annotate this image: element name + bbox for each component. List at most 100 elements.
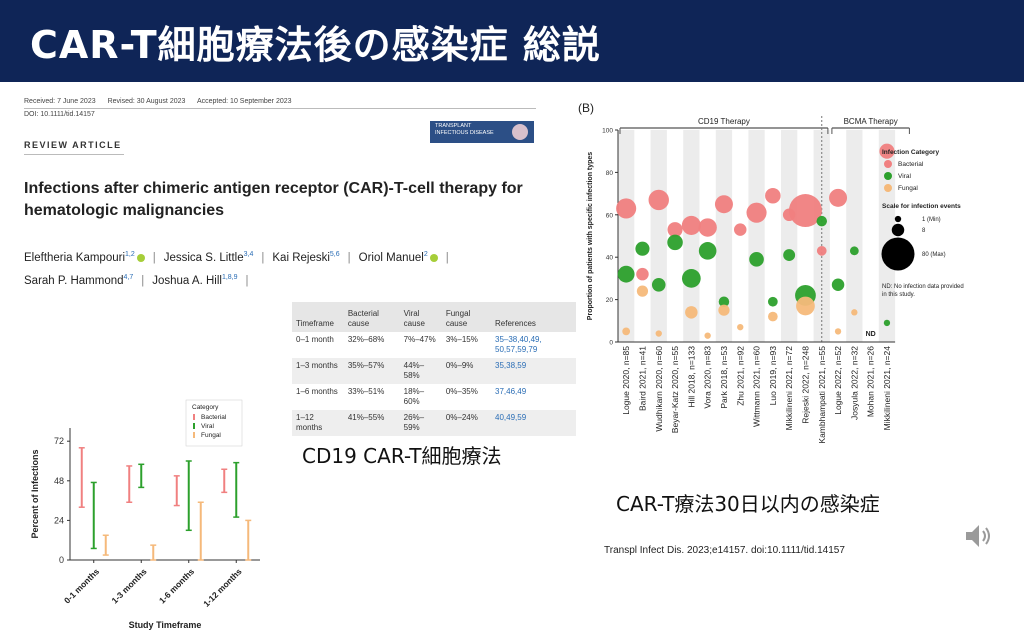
author-separator: | (141, 274, 145, 287)
author-name[interactable]: Jessica S. Little (163, 251, 244, 264)
author-affiliation: 4,7 (123, 273, 134, 281)
legend-swatch (884, 172, 892, 180)
y-tick-label: 24 (54, 515, 64, 525)
nd-label: ND (866, 331, 876, 338)
table-cell: 35,38,59 (491, 358, 576, 384)
table-header-cell: Timeframe (292, 302, 344, 332)
column-band (650, 130, 667, 342)
bubble-point (796, 296, 815, 316)
x-tick-label: Logue 2020, n=85 (621, 346, 631, 415)
author-list: Eleftheria Kampouri1,2 | Jessica S. Little… (24, 245, 544, 291)
citation: Transpl Infect Dis. 2023;e14157. doi:10.… (604, 545, 845, 556)
x-tick-label: Hill 2018, n=133 (686, 346, 696, 408)
x-tick-label: 0-1 months (62, 566, 101, 605)
bubble-point (849, 246, 859, 256)
author-name[interactable]: Oriol Manuel (358, 251, 424, 264)
paper-doi: DOI: 10.1111/tid.14157 (24, 111, 95, 118)
column-band (715, 130, 733, 342)
author-separator: | (152, 251, 156, 264)
bubble-point (655, 330, 662, 337)
x-tick-label: 1-12 months (201, 566, 244, 609)
bubble-point (746, 202, 767, 223)
author-affiliation: 1,2 (125, 251, 135, 258)
y-tick-label: 72 (54, 436, 64, 446)
divider (24, 154, 124, 155)
bubble-point (635, 241, 650, 256)
bubble-point (636, 285, 649, 297)
x-tick-label: Mikkilineni 2021, n=24 (882, 346, 892, 431)
nd-note: ND: No infection data provided in this st… (882, 284, 964, 298)
y-axis-title: Percent of Infections (30, 449, 40, 538)
author-line: Sarah P. Hammond4,7 | Joshua A. Hill1,8,9 | (24, 268, 544, 291)
infection-summary-table: Timeframe Bacterial cause Viral cause Funga… (292, 302, 576, 436)
table-row: 1–12 months 41%–55% 26%–59% 0%–24% 40,49,59 (292, 410, 576, 436)
bubble-point (698, 242, 717, 260)
x-tick-label: Logue 2022, n=52 (833, 346, 843, 415)
y-tick-label: 40 (606, 255, 614, 262)
bubble-point (681, 269, 701, 288)
legend-title: Infection Category (882, 149, 939, 156)
bubble-point (651, 277, 666, 292)
journal-logo-icon (512, 124, 528, 140)
table-cell: 1–6 months (296, 387, 338, 396)
legend-label: Fungal (898, 185, 918, 192)
table-row: 0–1 month 32%–68% 7%–47% 3%–15% 35–38,40,49,… (292, 332, 576, 358)
y-tick-label: 0 (59, 555, 64, 565)
orcid-icon[interactable] (429, 253, 438, 262)
bubble-point (851, 309, 858, 316)
bubble-point (788, 194, 822, 228)
table-cell: 44%–58% (399, 358, 442, 384)
y-tick-label: 20 (606, 297, 614, 304)
author-name[interactable]: Joshua A. Hill (152, 274, 222, 287)
article-type: REVIEW ARTICLE (24, 140, 122, 150)
y-tick-label: 60 (606, 212, 614, 219)
table-cell: 41%–55% (343, 410, 400, 436)
x-tick-label: 1-6 months (157, 566, 196, 605)
table-cell: 35–38,40,49, 50,57,59,79 (495, 335, 542, 354)
table-cell: 26%–59% (399, 410, 442, 436)
author-name[interactable]: Sarah P. Hammond (24, 274, 124, 287)
journal-logo: TRANSPLANT INFECTIOUS DISEASE (430, 121, 534, 143)
bubble-point (831, 278, 845, 292)
y-axis-title: Proportion of patients with specific inf… (587, 152, 594, 321)
revised-date: Revised: 30 August 2023 (107, 98, 186, 105)
bubble-point (718, 296, 730, 307)
author-separator: | (347, 251, 351, 264)
bubble-point (767, 311, 778, 322)
table-cell: 0%–9% (441, 358, 491, 384)
table-header-cell: Viral cause (399, 302, 442, 332)
table-cell: 3%–15% (445, 335, 478, 344)
x-tick-label: Kambhampati 2021, n=55 (817, 346, 827, 444)
y-tick-label: 0 (609, 340, 613, 347)
column-band (878, 130, 896, 342)
paper-dates: Received: 7 June 2023 Revised: 30 August… (24, 98, 302, 105)
paper-title: Infections after chimeric antigen recept… (24, 180, 523, 219)
table-cell: 18%–60% (403, 387, 425, 406)
author-affiliation: 3,4 (243, 251, 254, 258)
bubble-point (829, 188, 848, 207)
size-legend-title: Scale for infection events (882, 203, 961, 210)
x-tick-label: Mikkilineni 2021, n=72 (784, 346, 794, 431)
x-tick-label: Josyula 2022, n=32 (849, 346, 859, 420)
legend-label: Viral (201, 423, 214, 430)
author-separator: | (445, 251, 449, 264)
author-name[interactable]: Kai Rejeski (272, 251, 330, 264)
speaker-icon[interactable] (962, 520, 994, 552)
bubble-point (714, 195, 733, 214)
table-row: 1–3 months 35%–57% 44%–58% 0%–9% 35,38,59 (292, 358, 576, 384)
bubble-point (767, 296, 778, 307)
caption-cd19: CD19 CAR-T細胞療法 (302, 444, 502, 468)
table-cell: 40,49,59 (491, 410, 576, 436)
bubble-point (718, 304, 730, 316)
orcid-icon[interactable] (136, 253, 145, 262)
table-cell: 1–12 months (292, 410, 344, 436)
x-tick-label: Vora 2020, n=83 (703, 346, 713, 409)
author-name[interactable]: Eleftheria Kampouri (24, 251, 125, 264)
legend-label: Fungal (201, 432, 221, 439)
caption-30day: CAR-T療法30日以内の感染症 (616, 492, 880, 516)
table-row: 1–6 months 33%–51% 18%–60% 0%–35% 37,46,49 (292, 384, 576, 410)
bubble-chart: (B) CD19 Therapy BCMA Therapy 0 20 40 60 80 100 P… (578, 101, 964, 444)
bubble-point (834, 328, 842, 335)
table-header-row: Timeframe Bacterial cause Viral cause Funga… (292, 302, 576, 332)
journal-logo-text: TRANSPLANT INFECTIOUS DISEASE (435, 123, 494, 136)
